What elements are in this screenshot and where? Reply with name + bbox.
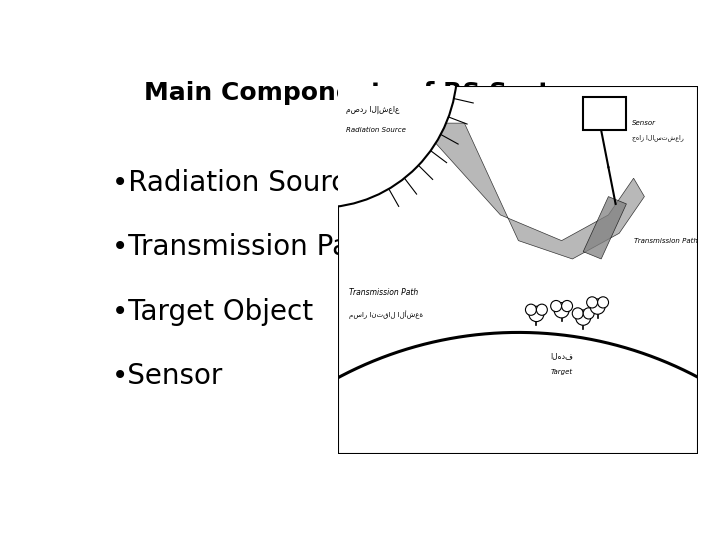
- Circle shape: [562, 300, 572, 312]
- Text: Sensor: Sensor: [632, 120, 656, 126]
- Text: •Transmission Path: •Transmission Path: [112, 233, 378, 261]
- Circle shape: [554, 302, 569, 318]
- Text: جهاز الاستشعار: جهاز الاستشعار: [632, 134, 683, 141]
- Circle shape: [590, 299, 605, 314]
- Circle shape: [184, 0, 457, 207]
- Text: •Radiation Source: •Radiation Source: [112, 168, 364, 197]
- Circle shape: [536, 304, 547, 315]
- Circle shape: [587, 297, 598, 308]
- Circle shape: [598, 297, 608, 308]
- Text: Transmission Path: Transmission Path: [349, 288, 418, 298]
- Circle shape: [572, 308, 583, 319]
- Text: Target: Target: [551, 369, 572, 375]
- Polygon shape: [583, 197, 626, 259]
- FancyBboxPatch shape: [583, 97, 626, 131]
- Circle shape: [551, 300, 562, 312]
- Text: •Sensor: •Sensor: [112, 362, 224, 390]
- Text: Radiation Source: Radiation Source: [346, 127, 405, 133]
- Text: Transmission Path: Transmission Path: [634, 238, 698, 244]
- Polygon shape: [418, 123, 644, 259]
- Circle shape: [526, 304, 536, 315]
- Text: مصدر الإشعاع: مصدر الإشعاع: [346, 105, 399, 114]
- Circle shape: [576, 310, 590, 325]
- Text: مسار انتقال الأشعة: مسار انتقال الأشعة: [349, 310, 423, 319]
- Text: •Target Object: •Target Object: [112, 298, 313, 326]
- Text: Main Components of RS System: Main Components of RS System: [144, 82, 594, 105]
- Circle shape: [529, 306, 544, 322]
- Circle shape: [583, 308, 594, 319]
- Text: الهدف: الهدف: [550, 351, 573, 360]
